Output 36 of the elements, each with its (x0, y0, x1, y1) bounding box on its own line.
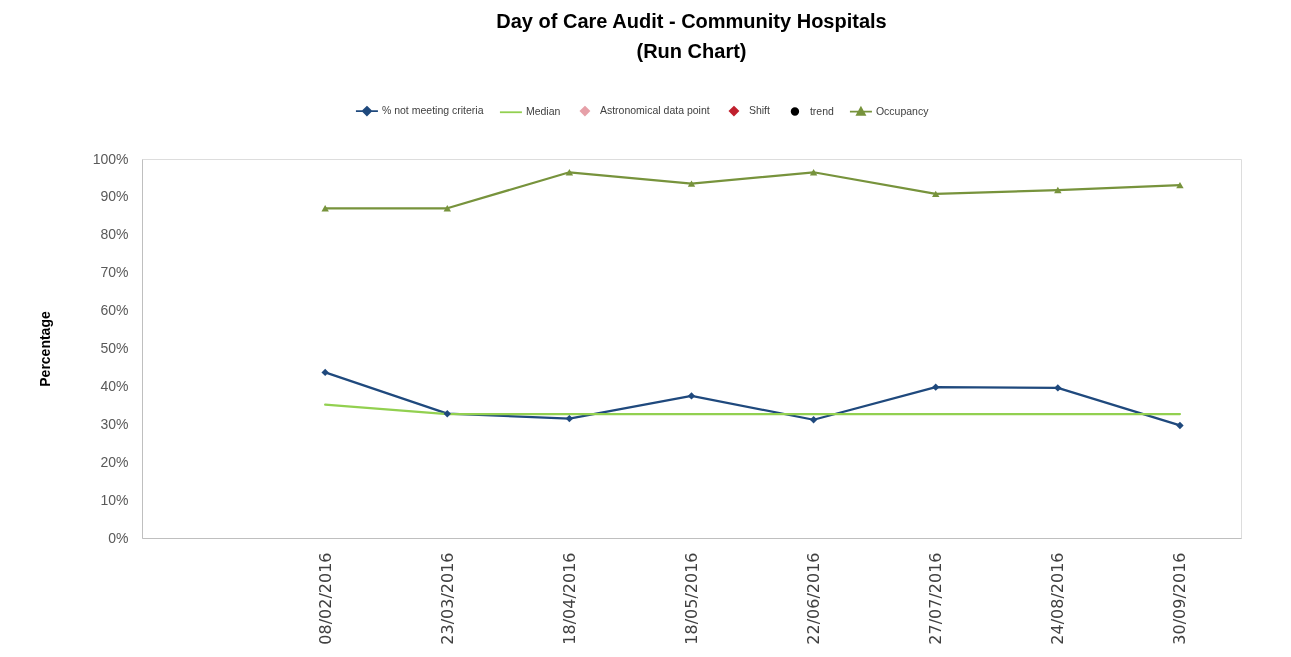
y-tick-label: 70% (100, 264, 129, 281)
point (932, 190, 940, 198)
x-tick-label: 23/03/2016 (437, 552, 457, 645)
legend-label: Median (525, 105, 561, 118)
x-tick-label: 30/09/2016 (1170, 552, 1190, 645)
point (565, 414, 574, 423)
point (687, 392, 696, 400)
x-tick-label: 27/07/2016 (926, 552, 946, 645)
legend-label: trend (809, 104, 835, 117)
point (932, 383, 940, 391)
y-tick-label: 80% (100, 226, 129, 243)
y-tick-label: 20% (100, 453, 129, 470)
legend-label: Astronomical data point (599, 104, 710, 117)
point (443, 409, 451, 418)
y-tick-label: 90% (100, 188, 129, 205)
y-tick-label: 60% (100, 302, 129, 319)
x-tick-label: 08/02/2016 (315, 552, 335, 645)
y-tick-label: 30% (100, 415, 129, 432)
point (809, 416, 818, 424)
x-tick-label: 18/05/2016 (682, 552, 701, 645)
y-tick-label: 10% (100, 491, 129, 508)
legend-label: Shift (748, 104, 771, 117)
x-tick-label: 18/04/2016 (559, 552, 579, 645)
y-tick-label: 100% (92, 150, 129, 167)
x-tick-label: 24/08/2016 (1048, 552, 1068, 645)
x-tick-label: 22/06/2016 (804, 552, 824, 645)
legend-label: % not meeting criteria (381, 104, 484, 117)
y-tick-label: 0% (108, 529, 129, 546)
point (321, 368, 329, 377)
point (687, 180, 696, 187)
point (1176, 421, 1184, 430)
chart-title: Day of Care Audit - Community Hospitals (Run Chart) (496, 10, 887, 62)
y-axis-title: Percentage (36, 311, 53, 387)
y-tick-label: 50% (100, 340, 129, 356)
y-tick-label: 40% (100, 377, 129, 394)
legend-label: Occupancy (875, 104, 930, 117)
